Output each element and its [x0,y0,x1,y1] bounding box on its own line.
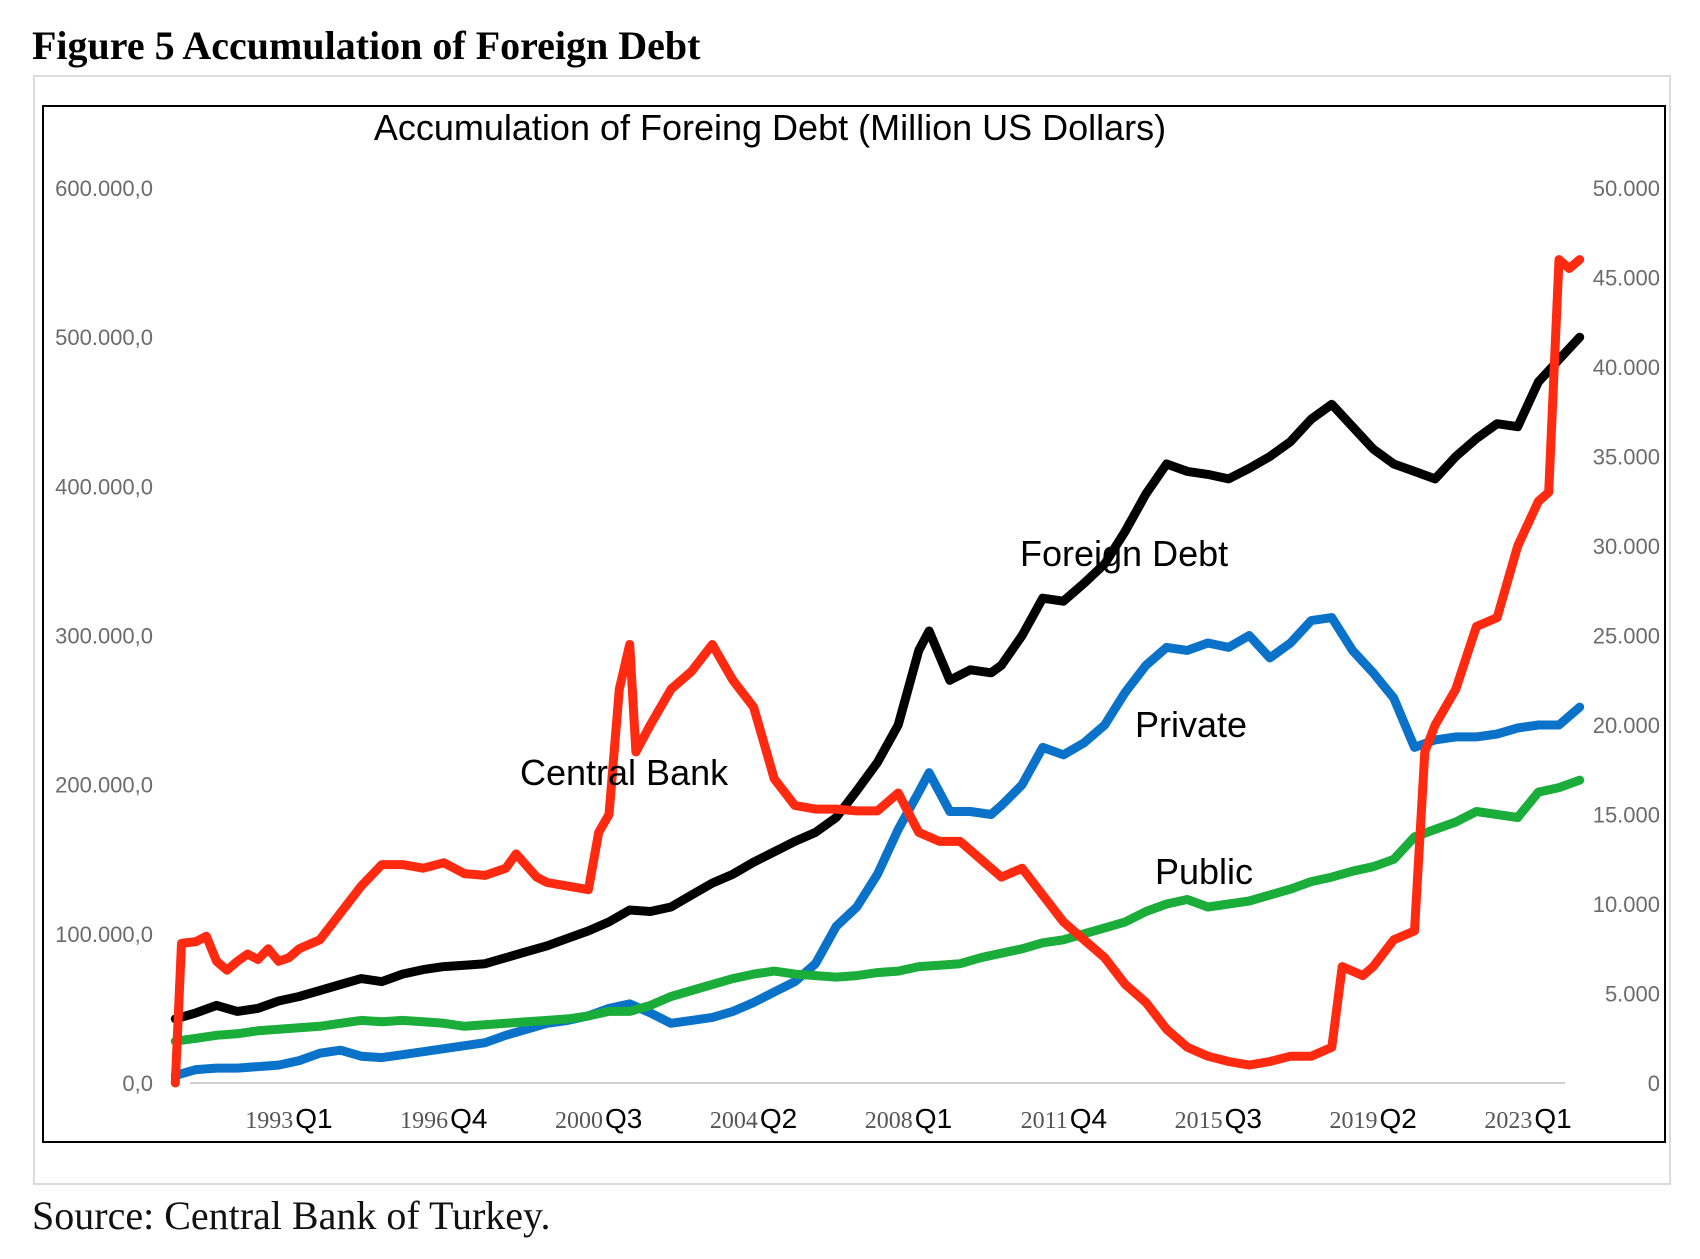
y-axis-right: 0 5.000 10.000 15.000 20.000 25.000 30.000 35.0… [1593,176,1660,1096]
x-tick-year: 2015 [1175,1108,1223,1134]
x-tick: 1996 Q4 [400,1103,487,1134]
series-lines [170,255,1585,1088]
x-tick-quarter: Q1 [915,1103,952,1134]
y-right-tick-label: 45.000 [1593,266,1660,291]
y-right-tick-label: 5.000 [1605,982,1660,1007]
y-right-tick-label: 40.000 [1593,355,1660,380]
x-tick-year: 1996 [400,1108,448,1134]
label-public: Public [1155,851,1253,892]
x-tick-quarter: Q4 [1070,1103,1107,1134]
x-tick-quarter: Q3 [1225,1103,1262,1134]
y-left-tick-label: 100.000,0 [55,922,153,947]
x-tick: 2000 Q3 [555,1103,642,1134]
x-tick-quarter: Q1 [1534,1103,1571,1134]
y-left-tick-label: 600.000,0 [55,176,153,201]
y-right-tick-label: 50.000 [1593,176,1660,201]
y-left-tick-label: 300.000,0 [55,624,153,649]
series-line-foreign-debt [170,332,1585,1024]
x-tick-quarter: Q2 [1379,1103,1416,1134]
x-tick-year: 1993 [245,1108,293,1134]
series-line-central-bank [170,255,1585,1088]
x-tick-year: 2019 [1329,1108,1377,1134]
x-tick-year: 2008 [865,1108,913,1134]
y-axis-left: 0,0 100.000,0 200.000,0 300.000,0 400.000,0 5… [55,176,153,1096]
label-central-bank: Central Bank [520,752,729,793]
x-tick: 2008 Q1 [865,1103,952,1134]
x-tick: 1993 Q1 [245,1103,332,1134]
x-tick-quarter: Q4 [450,1103,487,1134]
y-right-tick-label: 0 [1648,1071,1660,1096]
x-tick-year: 2004 [710,1108,758,1134]
y-right-tick-label: 30.000 [1593,534,1660,559]
x-tick: 2004 Q2 [710,1103,797,1134]
x-tick-quarter: Q1 [295,1103,332,1134]
x-axis: 1993 Q1 1996 Q4 2000 Q3 2004 Q2 2008 Q1 2011 Q4 2015… [245,1103,1571,1134]
series-labels: Foreign Debt Private Public Central Bank [520,533,1253,892]
figure-title: Figure 5 Accumulation of Foreign Debt [32,23,701,68]
x-tick-year: 2023 [1484,1108,1532,1134]
source-note: Source: Central Bank of Turkey. [32,1193,551,1238]
chart-title: Accumulation of Foreing Debt (Million US… [374,107,1166,148]
x-tick: 2011 Q4 [1021,1103,1107,1134]
series-line-private [170,613,1585,1080]
y-left-tick-label: 200.000,0 [55,773,153,798]
y-left-tick-label: 500.000,0 [55,325,153,350]
chart-border [42,105,1666,1143]
x-tick-quarter: Q2 [760,1103,797,1134]
x-tick-year: 2000 [555,1108,603,1134]
label-foreign-debt: Foreign Debt [1020,533,1228,574]
label-private: Private [1135,704,1247,745]
y-right-tick-label: 20.000 [1593,713,1660,738]
y-left-tick-label: 0,0 [122,1071,153,1096]
y-right-tick-label: 15.000 [1593,803,1660,828]
x-tick-quarter: Q3 [605,1103,642,1134]
y-right-tick-label: 25.000 [1593,624,1660,649]
x-tick-year: 2011 [1021,1108,1068,1134]
y-right-tick-label: 35.000 [1593,445,1660,470]
y-left-tick-label: 400.000,0 [55,474,153,499]
x-tick: 2015 Q3 [1175,1103,1262,1134]
y-right-tick-label: 10.000 [1593,892,1660,917]
figure-frame [33,75,1671,1185]
x-tick: 2023 Q1 [1484,1103,1571,1134]
series-line-public [170,775,1585,1046]
x-tick: 2019 Q2 [1329,1103,1416,1134]
